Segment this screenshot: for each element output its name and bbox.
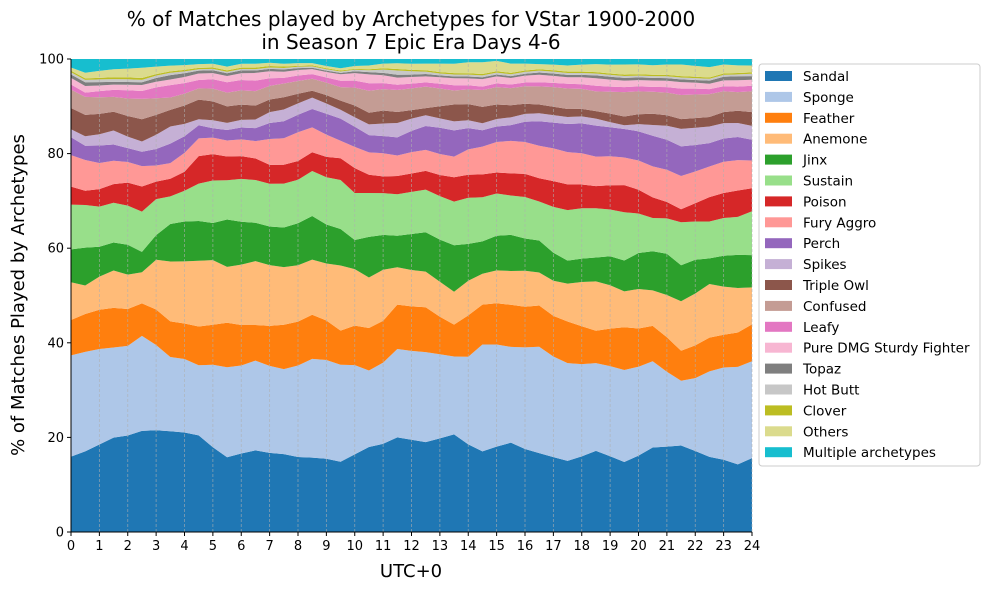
legend-swatch-leafy (765, 321, 792, 332)
x-tick-label-16: 16 (517, 539, 534, 554)
legend-swatch-sustain (765, 175, 792, 186)
legend-label-confused: Confused (803, 299, 866, 315)
y-tick-label-0: 0 (56, 526, 64, 541)
legend-label-perch: Perch (803, 236, 840, 252)
legend-swatch-others (765, 426, 792, 437)
x-tick-label-24: 24 (744, 539, 761, 554)
legend-swatch-topaz (765, 363, 792, 374)
legend-swatch-pure-dmg-sturdy-fighter (765, 342, 792, 353)
area-clover (71, 65, 752, 80)
legend-label-sustain: Sustain (803, 174, 853, 190)
y-tick-label-80: 80 (47, 147, 64, 162)
x-tick-label-6: 6 (237, 539, 245, 554)
x-tick-label-8: 8 (294, 539, 302, 554)
legend-label-fury-aggro: Fury Aggro (803, 215, 876, 231)
y-tick-label-40: 40 (47, 336, 64, 351)
x-tick-label-7: 7 (265, 539, 273, 554)
legend-label-sandal: Sandal (803, 69, 849, 85)
legend-label-anemone: Anemone (803, 132, 867, 148)
legend-swatch-jinx (765, 154, 792, 165)
legend-label-others: Others (803, 424, 848, 440)
legend-label-jinx: Jinx (802, 153, 827, 169)
legend-swatch-confused (765, 300, 792, 311)
legend-box (758, 63, 981, 467)
x-tick-label-20: 20 (630, 539, 647, 554)
x-tick-label-10: 10 (346, 539, 363, 554)
legend-label-triple-owl: Triple Owl (802, 278, 869, 294)
x-tick-label-0: 0 (67, 539, 75, 554)
x-tick-label-21: 21 (659, 539, 676, 554)
legend-swatch-perch (765, 238, 792, 249)
legend-swatch-fury-aggro (765, 217, 792, 228)
legend-label-poison: Poison (803, 194, 847, 210)
y-axis-label: % of Matches Played by Archetypes (8, 134, 29, 456)
chart-title-line-2: in Season 7 Epic Era Days 4-6 (261, 30, 560, 54)
legend-label-clover: Clover (803, 403, 847, 419)
x-tick-label-1: 1 (95, 539, 103, 554)
y-tick-label-20: 20 (47, 431, 64, 446)
x-tick-label-12: 12 (403, 539, 420, 554)
legend-swatch-sandal (765, 71, 792, 81)
area-multiple-archetypes (71, 59, 752, 73)
vertical-grid (70, 59, 753, 532)
y-tick-label-60: 60 (47, 242, 64, 257)
x-axis-ticks: 0 1 2 3 4 5 6 7 8 9 10 11 12 13 14 15 16 17 18 19 20 21 22 23 24 (67, 532, 760, 554)
x-tick-label-23: 23 (715, 539, 732, 554)
legend-swatch-triple-owl (765, 280, 792, 290)
y-axis-ticks: 0 20 40 60 80 100 (39, 53, 71, 541)
legend-swatch-poison (765, 196, 792, 207)
area-fury-aggro (71, 127, 752, 210)
x-tick-label-13: 13 (432, 539, 449, 554)
x-tick-label-5: 5 (209, 539, 217, 554)
legend-swatch-hot-butt (765, 384, 792, 395)
legend-label-multiple-archetypes: Multiple archetypes (803, 445, 936, 461)
legend-label-topaz: Topaz (802, 362, 841, 378)
y-tick-label-100: 100 (39, 53, 64, 68)
x-axis-label: UTC+0 (380, 561, 442, 582)
x-tick-label-18: 18 (573, 539, 590, 554)
legend-label-pure-dmg-sturdy-fighter: Pure DMG Sturdy Fighter (803, 341, 970, 357)
x-tick-label-3: 3 (152, 539, 160, 554)
legend-swatch-clover (765, 405, 792, 416)
legend-label-leafy: Leafy (803, 320, 839, 336)
x-tick-label-9: 9 (322, 539, 330, 554)
x-tick-label-19: 19 (602, 539, 619, 554)
legend-label-hot-butt: Hot Butt (803, 383, 859, 399)
legend-swatch-sponge (765, 91, 792, 102)
legend-label-sponge: Sponge (803, 90, 854, 106)
legend-swatch-feather (765, 112, 792, 123)
x-tick-label-4: 4 (180, 539, 188, 554)
legend: Sandal Sponge Feather Anemone Jinx Sustain Poi… (758, 63, 981, 467)
x-tick-label-15: 15 (488, 539, 505, 554)
x-tick-label-11: 11 (375, 539, 392, 554)
x-tick-label-2: 2 (124, 539, 132, 554)
x-tick-label-22: 22 (687, 539, 704, 554)
legend-swatch-multiple-archetypes (765, 447, 792, 458)
legend-label-spikes: Spikes (803, 257, 847, 273)
x-tick-label-14: 14 (460, 539, 477, 554)
legend-label-feather: Feather (803, 111, 855, 127)
legend-swatch-anemone (765, 133, 792, 144)
chart-title-line-1: % of Matches played by Archetypes for VS… (127, 7, 696, 31)
legend-swatch-spikes (765, 259, 792, 270)
x-tick-label-17: 17 (545, 539, 562, 554)
